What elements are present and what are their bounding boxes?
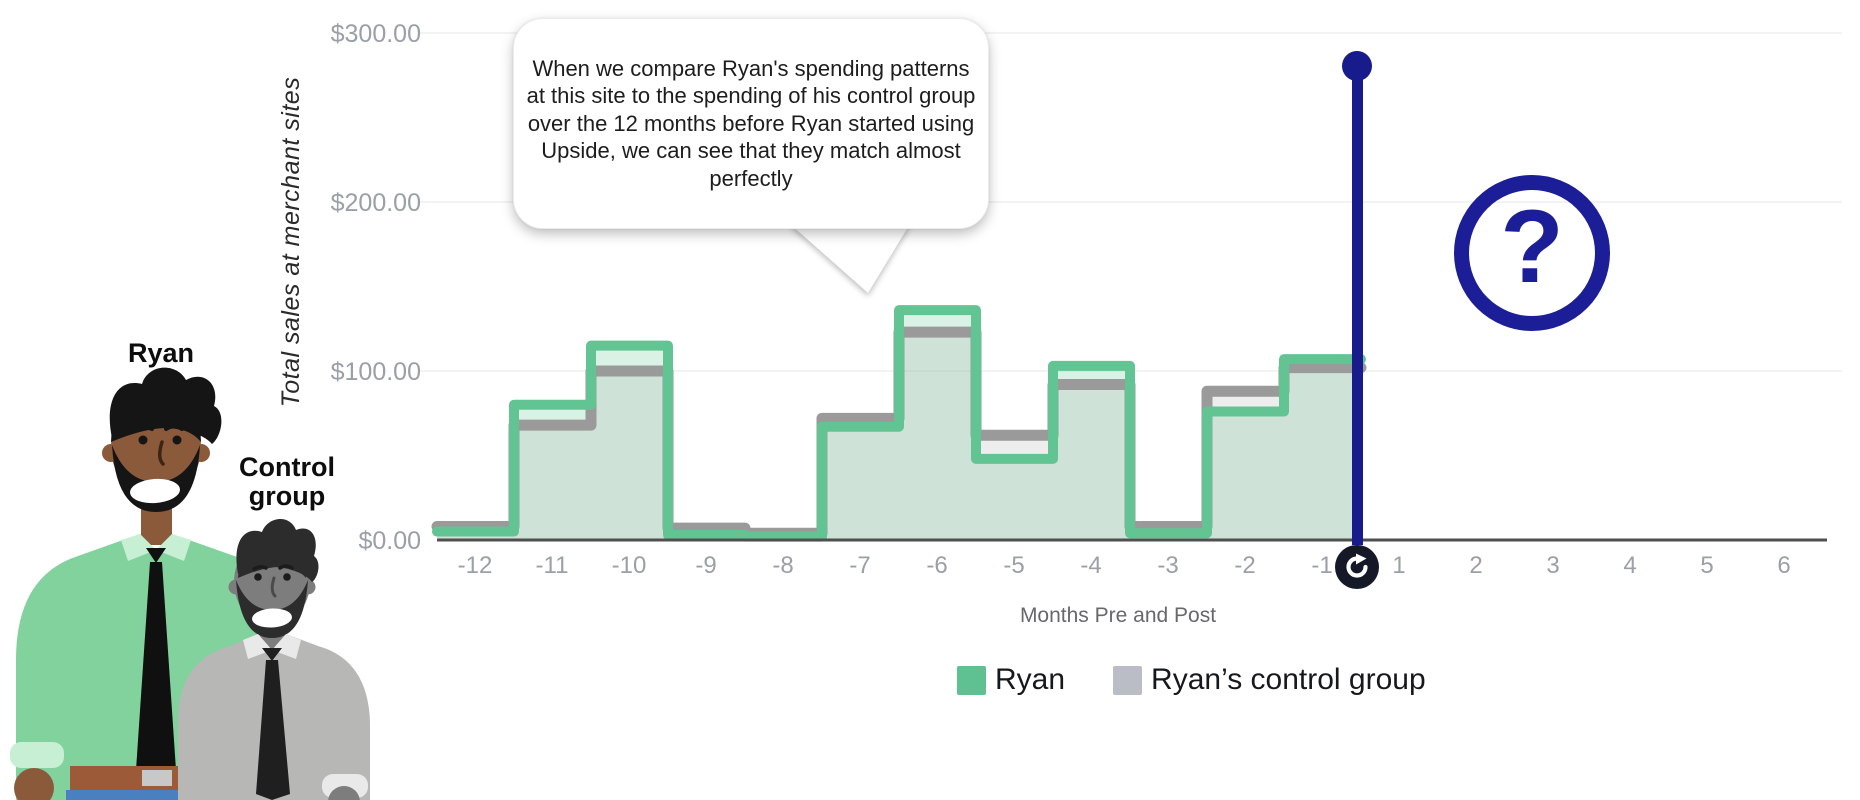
step-line-ryan bbox=[432, 305, 1366, 542]
legend-swatch-control-group bbox=[1113, 665, 1143, 695]
x-tick-label: 5 bbox=[1700, 552, 1713, 579]
x-tick-label: -11 bbox=[536, 552, 569, 579]
x-tick-label: 1 bbox=[1392, 552, 1405, 579]
chart-legend: Ryan Ryan’s control group bbox=[957, 663, 1426, 697]
x-tick-label: -1 bbox=[1311, 552, 1332, 579]
speech-bubble: When we compare Ryan's spending patterns… bbox=[513, 18, 989, 229]
legend-label-control-group: Ryan’s control group bbox=[1151, 663, 1426, 696]
x-tick-label: -2 bbox=[1234, 552, 1255, 579]
event-marker-line bbox=[1352, 66, 1363, 545]
refresh-icon bbox=[1335, 545, 1379, 589]
y-tick-label: $0.00 bbox=[358, 527, 421, 555]
question-mark-glyph: ? bbox=[1500, 188, 1564, 305]
x-tick-label: 2 bbox=[1469, 552, 1482, 579]
x-tick-label: -5 bbox=[1003, 552, 1024, 579]
speech-bubble-text: When we compare Ryan's spending patterns… bbox=[526, 55, 976, 191]
x-tick-label: -6 bbox=[926, 552, 947, 579]
x-tick-label: -8 bbox=[772, 552, 793, 579]
y-tick-label: $300.00 bbox=[331, 20, 421, 48]
y-tick-label: $100.00 bbox=[331, 358, 421, 386]
ryan-character-label: Ryan bbox=[127, 338, 195, 368]
characters-illustration bbox=[10, 367, 370, 800]
legend-item-control-group: Ryan’s control group bbox=[1113, 663, 1426, 697]
x-tick-label: 3 bbox=[1546, 552, 1559, 579]
legend-item-ryan: Ryan bbox=[957, 663, 1065, 697]
legend-swatch-ryan bbox=[957, 665, 986, 695]
y-tick-label: $200.00 bbox=[331, 189, 421, 217]
x-tick-label: -10 bbox=[612, 552, 647, 579]
control-group-illustration bbox=[178, 518, 370, 800]
x-tick-label: -4 bbox=[1080, 552, 1101, 579]
x-tick-label: -7 bbox=[849, 552, 870, 579]
x-tick-label: -12 bbox=[458, 552, 493, 579]
control-group-character-label: Control group bbox=[239, 452, 335, 512]
x-tick-label: -9 bbox=[695, 552, 716, 579]
speech-bubble-tail bbox=[790, 224, 910, 293]
x-tick-label: -3 bbox=[1157, 552, 1178, 579]
legend-label-ryan: Ryan bbox=[995, 663, 1066, 696]
x-axis-title: Months Pre and Post bbox=[1019, 604, 1217, 627]
x-tick-label: 6 bbox=[1777, 552, 1790, 579]
question-mark-icon: ? bbox=[1454, 175, 1610, 331]
x-tick-label: 4 bbox=[1623, 552, 1636, 579]
